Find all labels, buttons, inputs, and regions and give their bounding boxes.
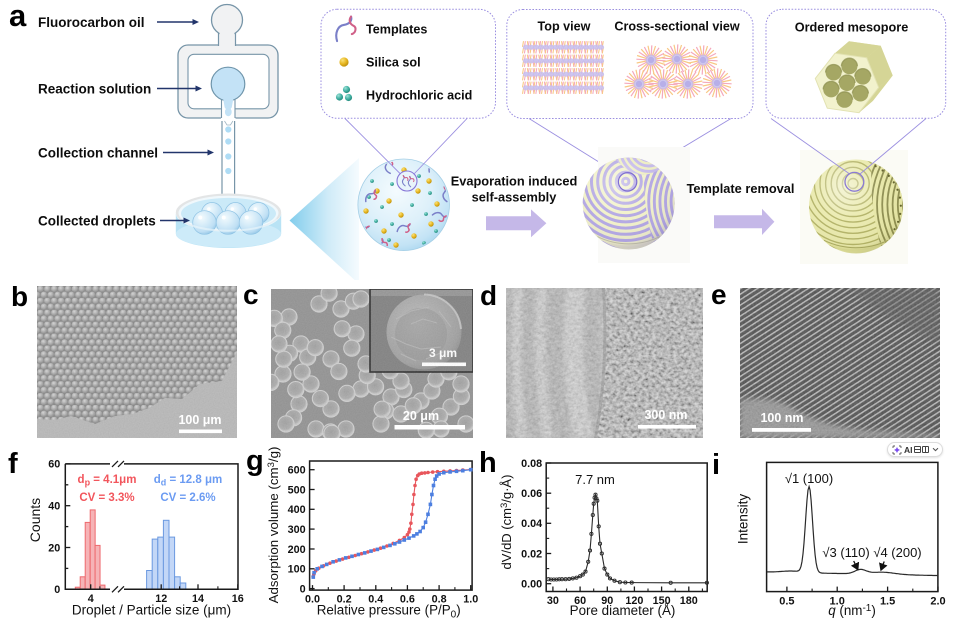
svg-text:300: 300 <box>288 524 306 536</box>
svg-text:q (nm-1): q (nm-1) <box>828 603 876 618</box>
svg-text:0.06: 0.06 <box>521 488 542 500</box>
svg-text:Droplet / Particle size (μm): Droplet / Particle size (μm) <box>72 603 231 618</box>
svg-text:dV/dD (cm3/g·Å): dV/dD (cm3/g·Å) <box>499 475 514 570</box>
svg-text:1.0: 1.0 <box>830 596 845 608</box>
svg-text:√1 (100): √1 (100) <box>785 471 833 486</box>
svg-text:30: 30 <box>547 595 559 607</box>
svg-text:60: 60 <box>48 459 60 471</box>
svg-text:100: 100 <box>288 564 306 576</box>
svg-text:0.08: 0.08 <box>521 458 542 470</box>
svg-text:0.0: 0.0 <box>305 594 320 606</box>
svg-text:90: 90 <box>601 595 613 607</box>
svg-text:600: 600 <box>288 465 306 477</box>
svg-text:0.5: 0.5 <box>779 596 794 608</box>
svg-text:200: 200 <box>288 544 306 556</box>
svg-text:400: 400 <box>288 504 306 516</box>
svg-text:Relative pressure (P/P0): Relative pressure (P/P0) <box>317 603 461 621</box>
svg-text:CV = 2.6%: CV = 2.6% <box>160 492 215 504</box>
svg-text:150: 150 <box>653 595 671 607</box>
svg-text:dp = 4.1μm: dp = 4.1μm <box>78 474 137 488</box>
svg-text:120: 120 <box>625 595 643 607</box>
svg-text:14: 14 <box>192 593 204 605</box>
svg-text:Adsorption volume (cm3/g): Adsorption volume (cm3/g) <box>266 447 281 604</box>
svg-text:20 μm: 20 μm <box>403 409 439 423</box>
svg-text:1.0: 1.0 <box>463 594 478 606</box>
svg-text:Fluorocarbon oil: Fluorocarbon oil <box>38 15 145 30</box>
svg-text:Intensity: Intensity <box>736 494 751 545</box>
svg-text:Cross-sectional view: Cross-sectional view <box>614 20 739 34</box>
svg-text:180: 180 <box>680 595 698 607</box>
svg-text:Collection channel: Collection channel <box>38 146 158 161</box>
svg-text:1.5: 1.5 <box>880 596 895 608</box>
svg-text:7.7 nm: 7.7 nm <box>575 472 615 487</box>
svg-text:40: 40 <box>48 501 60 513</box>
svg-text:Pore diameter (Å): Pore diameter (Å) <box>570 603 676 618</box>
svg-text:Template removal: Template removal <box>687 181 795 196</box>
svg-text:Hydrochloric acid: Hydrochloric acid <box>366 89 472 103</box>
svg-text:2.0: 2.0 <box>930 596 945 608</box>
svg-text:0.8: 0.8 <box>432 594 447 606</box>
svg-text:dd = 12.8 μm: dd = 12.8 μm <box>154 474 222 488</box>
svg-text:0.2: 0.2 <box>337 594 352 606</box>
svg-text:300 nm: 300 nm <box>644 408 687 422</box>
svg-text:Counts: Counts <box>27 498 43 542</box>
svg-text:0.6: 0.6 <box>400 594 415 606</box>
svg-text:0: 0 <box>54 584 60 596</box>
svg-text:20: 20 <box>48 542 60 554</box>
svg-text:4: 4 <box>88 593 94 605</box>
svg-text:CV = 3.3%: CV = 3.3% <box>79 492 134 504</box>
svg-text:12: 12 <box>155 593 167 605</box>
svg-text:100 μm: 100 μm <box>178 413 221 427</box>
svg-text:60: 60 <box>574 595 586 607</box>
svg-text:0.00: 0.00 <box>521 579 542 591</box>
svg-text:0.4: 0.4 <box>368 594 383 606</box>
svg-text:0.04: 0.04 <box>521 518 542 530</box>
svg-text:Evaporation induced: Evaporation induced <box>451 174 578 189</box>
svg-text:√3 (110) √4 (200): √3 (110) √4 (200) <box>822 545 921 560</box>
svg-text:Top view: Top view <box>538 20 591 34</box>
svg-text:Collected droplets: Collected droplets <box>38 214 156 229</box>
svg-text:self-assembly: self-assembly <box>472 190 558 205</box>
svg-text:Reaction solution: Reaction solution <box>38 82 151 97</box>
svg-text:16: 16 <box>232 593 244 605</box>
svg-text:100 nm: 100 nm <box>760 411 803 425</box>
svg-text:500: 500 <box>288 484 306 496</box>
svg-text:Templates: Templates <box>366 23 427 37</box>
svg-text:Ordered mesopore: Ordered mesopore <box>795 21 909 35</box>
svg-text:Silica sol: Silica sol <box>366 56 421 70</box>
svg-text:0: 0 <box>300 583 306 595</box>
svg-text:0.02: 0.02 <box>521 548 542 560</box>
